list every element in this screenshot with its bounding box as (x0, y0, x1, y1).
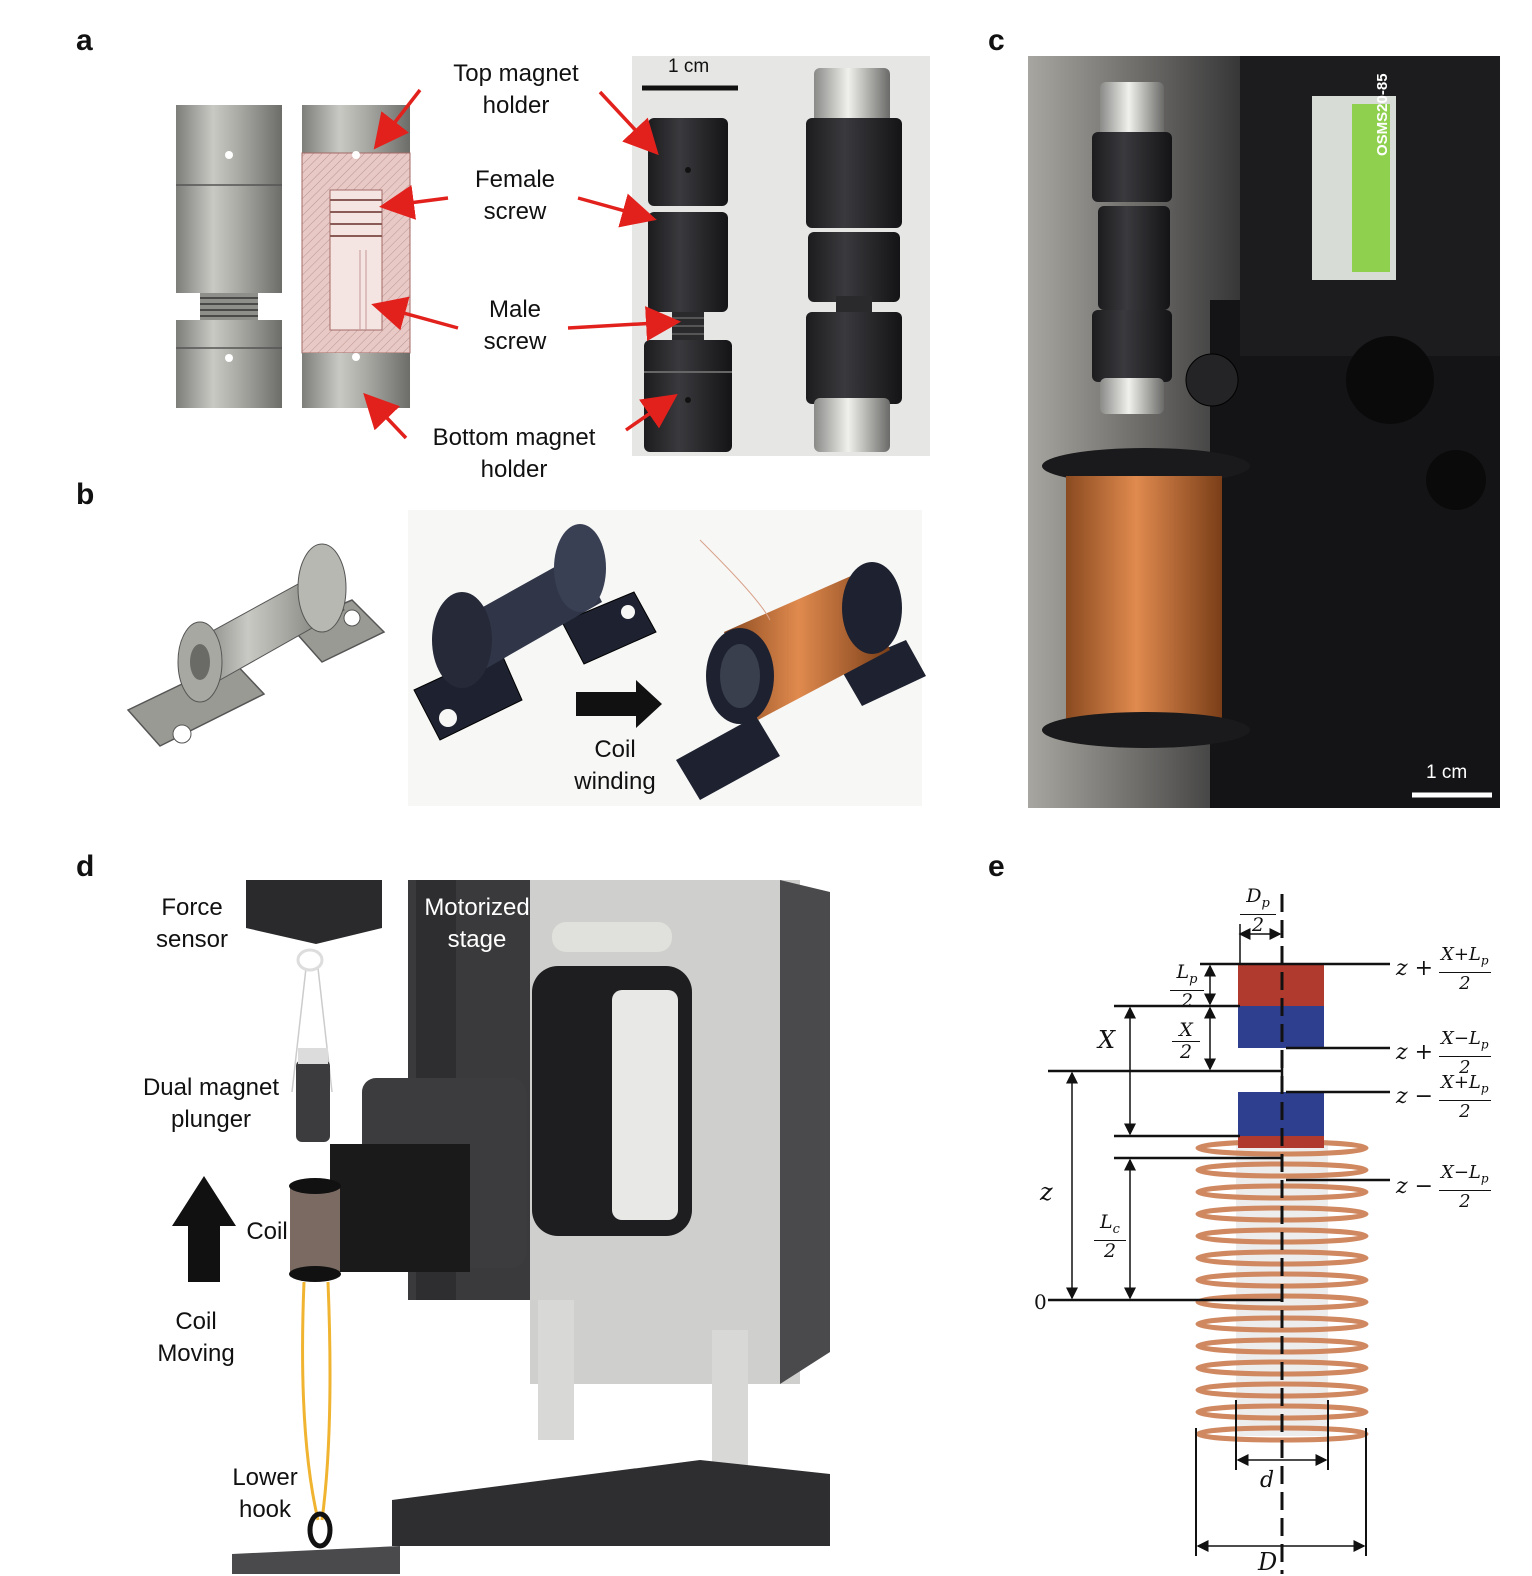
cad-assembly (176, 105, 282, 408)
top-magnet-north (1238, 964, 1324, 1006)
panel-letter-c: c (988, 24, 1005, 57)
lp-half-fraction: Lp 2 (1170, 962, 1204, 1012)
cad-bobbin (126, 543, 386, 747)
label-top-magnet-holder: Top magnet holder (453, 60, 579, 119)
panel-letter-b: b (76, 478, 95, 511)
bottom-magnet-north (1238, 1136, 1324, 1148)
cad-cross-section (301, 105, 411, 408)
label-coil-winding: Coil winding (574, 736, 656, 795)
x-half-fraction: X 2 (1172, 1020, 1200, 1063)
red-arrows-a (363, 88, 681, 440)
label-motorized-stage: Motorized stage (424, 894, 530, 953)
photo-assembled-plunger (806, 68, 902, 452)
bottom-magnet-south (1238, 1092, 1324, 1136)
photo-copper-coil (676, 539, 926, 800)
lc-half-fraction: Lc 2 (1094, 1212, 1126, 1262)
dp-half-fraction: Dp 2 (1240, 886, 1276, 936)
zero-label: 0 (1034, 1290, 1047, 1314)
scale-label-c: 1 cm (1426, 762, 1468, 783)
scale-label-a: 1 cm (668, 56, 710, 77)
panel-letter-a: a (76, 24, 93, 57)
label-male-screw: Male screw (483, 296, 547, 355)
d-small-label: d (1260, 1468, 1275, 1493)
schematic-coil-windings (1195, 1139, 1369, 1443)
label-lower-hook: Lower hook (232, 1464, 298, 1523)
label-coil-d: Coil (246, 1218, 288, 1245)
photo-bobbin-black (413, 524, 657, 741)
x-label: X (1098, 1026, 1116, 1054)
label-bottom-magnet-holder: Bottom magnet holder (432, 424, 596, 483)
photo-plunger-parts (644, 118, 732, 452)
equation-z-plus-x-plus-lp: z + X+Lp 2 (1396, 944, 1491, 994)
top-magnet-south (1238, 1006, 1324, 1048)
motor-model-text: OSMS20-85 (1374, 73, 1391, 156)
z-label: z (1040, 1178, 1053, 1206)
label-force-sensor: Force sensor (155, 894, 229, 953)
equation-z-plus-x-minus-lp: z + X−Lp 2 (1396, 1028, 1491, 1078)
label-female-screw: Female screw (474, 166, 556, 225)
equation-z-minus-x-minus-lp: z − X−Lp 2 (1396, 1162, 1491, 1212)
panel-letter-d: d (76, 850, 95, 883)
photo-a-background (632, 56, 930, 456)
panel-letter-e: e (988, 850, 1005, 883)
label-coil-moving: Coil Moving (157, 1308, 235, 1367)
equation-z-minus-x-plus-lp: z − X+Lp 2 (1396, 1072, 1491, 1122)
coil-moving-arrow (172, 1176, 236, 1282)
d-big-label: D (1258, 1548, 1278, 1576)
coil-winding-arrow (576, 680, 662, 728)
label-dual-magnet-plunger: Dual magnet plunger (142, 1074, 280, 1133)
